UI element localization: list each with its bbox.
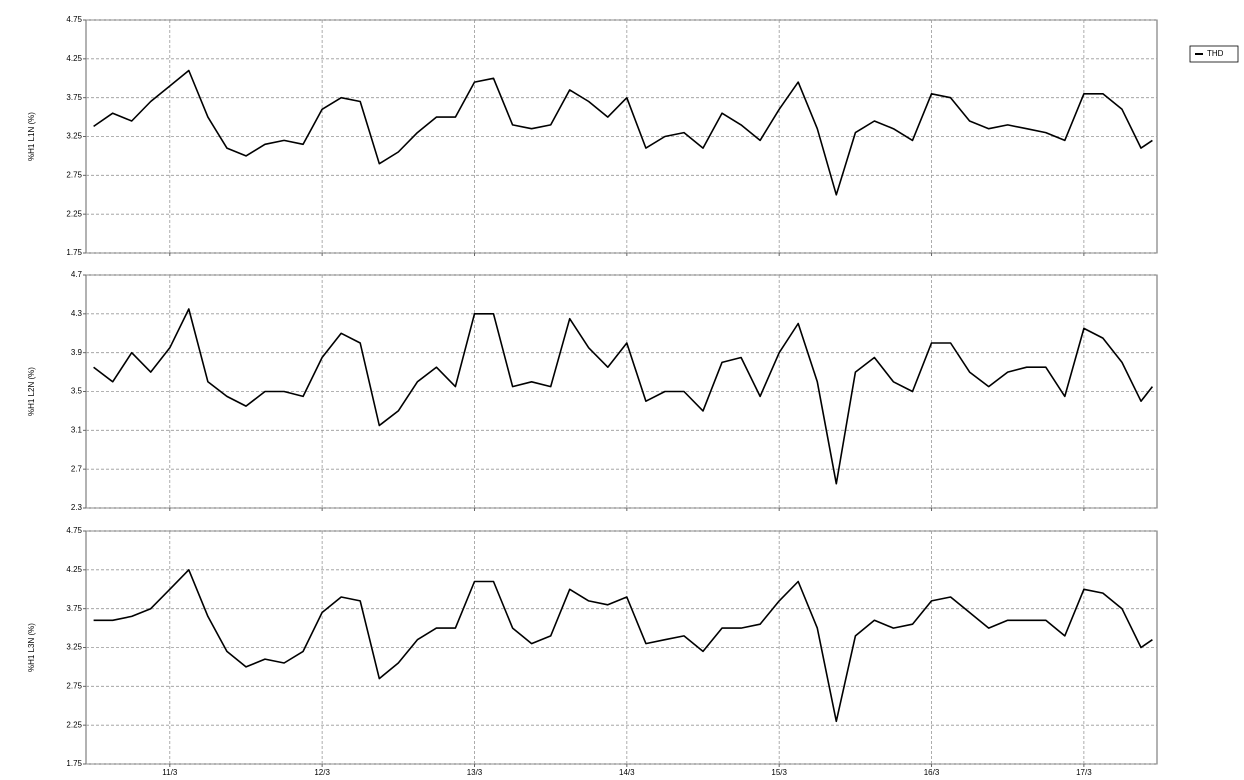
y-axis-label: %H1 L3N (%) xyxy=(27,623,36,672)
y-tick-label: 4.3 xyxy=(71,309,83,318)
x-tick-label: 16/3 xyxy=(924,768,940,777)
y-tick-label: 4.7 xyxy=(71,270,83,279)
x-tick-label: 17/3 xyxy=(1076,768,1092,777)
y-axis-label: %H1 L2N (%) xyxy=(27,367,36,416)
x-tick-label: 14/3 xyxy=(619,768,635,777)
y-tick-label: 4.25 xyxy=(66,54,82,63)
y-tick-label: 3.9 xyxy=(71,348,83,357)
y-tick-label: 2.75 xyxy=(66,170,82,179)
y-axis-label: %H1 L1N (%) xyxy=(27,112,36,161)
y-tick-label: 3.75 xyxy=(66,604,82,613)
data-line xyxy=(93,69,1153,196)
y-tick-label: 3.1 xyxy=(71,425,83,434)
y-tick-label: 4.75 xyxy=(66,15,82,24)
data-line xyxy=(93,308,1154,485)
x-tick-label: 15/3 xyxy=(771,768,787,777)
y-tick-label: 3.25 xyxy=(66,132,82,141)
data-line xyxy=(93,569,1153,723)
y-tick-label: 2.7 xyxy=(71,464,83,473)
y-tick-label: 2.75 xyxy=(66,681,82,690)
y-tick-label: 3.75 xyxy=(66,93,82,102)
x-tick-label: 12/3 xyxy=(314,768,330,777)
y-tick-label: 3.25 xyxy=(66,643,82,652)
legend-box xyxy=(1189,45,1239,63)
y-tick-label: 3.5 xyxy=(71,387,83,396)
y-tick-label: 1.75 xyxy=(66,759,82,768)
y-tick-label: 2.25 xyxy=(66,209,82,218)
y-tick-label: 4.25 xyxy=(66,565,82,574)
legend-label: THD xyxy=(1207,49,1224,58)
y-tick-label: 4.75 xyxy=(66,526,82,535)
y-tick-label: 1.75 xyxy=(66,248,82,257)
legend: THD xyxy=(1189,45,1239,63)
x-tick-label: 11/3 xyxy=(162,768,178,777)
y-tick-label: 2.3 xyxy=(71,503,83,512)
x-tick-label: 13/3 xyxy=(467,768,483,777)
y-tick-label: 2.25 xyxy=(66,720,82,729)
